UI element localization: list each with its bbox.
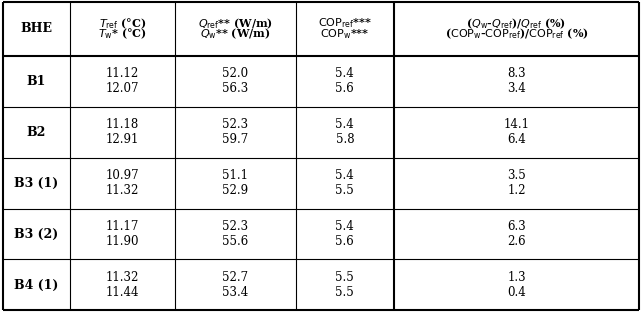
Text: 0.4: 0.4 [507, 286, 526, 299]
Text: 52.7: 52.7 [222, 271, 248, 284]
Text: $\rm COP_{\rm ref}$***: $\rm COP_{\rm ref}$*** [318, 17, 372, 30]
Text: 55.6: 55.6 [222, 235, 248, 248]
Text: 5.5: 5.5 [336, 286, 354, 299]
Text: 5.5: 5.5 [336, 271, 354, 284]
Text: 5.4: 5.4 [336, 169, 354, 182]
Text: 11.17: 11.17 [106, 220, 139, 233]
Text: $\mathit{Q}_{\rm w}$** (W/m): $\mathit{Q}_{\rm w}$** (W/m) [200, 27, 270, 41]
Text: 11.44: 11.44 [106, 286, 139, 299]
Text: 52.9: 52.9 [222, 184, 248, 197]
Text: 12.07: 12.07 [106, 82, 139, 95]
Text: 10.97: 10.97 [105, 169, 139, 182]
Text: 5.4: 5.4 [336, 118, 354, 131]
Text: $\rm COP_{\rm w}$***: $\rm COP_{\rm w}$*** [320, 27, 369, 41]
Text: 2.6: 2.6 [507, 235, 526, 248]
Text: 5.4: 5.4 [336, 67, 354, 80]
Text: 52.0: 52.0 [222, 67, 248, 80]
Text: 11.32: 11.32 [106, 184, 139, 197]
Text: 8.3: 8.3 [507, 67, 526, 80]
Text: ($\rm COP_{\rm w}$-$\rm COP_{\rm ref}$)/$\rm COP_{\rm ref}$ (%): ($\rm COP_{\rm w}$-$\rm COP_{\rm ref}$)/… [444, 27, 588, 41]
Text: 53.4: 53.4 [222, 286, 248, 299]
Text: 52.3: 52.3 [222, 220, 248, 233]
Text: B1: B1 [27, 75, 46, 88]
Text: 6.3: 6.3 [507, 220, 526, 233]
Text: 11.32: 11.32 [106, 271, 139, 284]
Text: 51.1: 51.1 [222, 169, 248, 182]
Text: B3 (1): B3 (1) [15, 177, 58, 189]
Text: 59.7: 59.7 [222, 133, 248, 146]
Text: ($\mathit{Q}_{\rm w}$-$\mathit{Q}_{\rm ref}$)/$\mathit{Q}_{\rm ref}$ (%): ($\mathit{Q}_{\rm w}$-$\mathit{Q}_{\rm r… [467, 16, 566, 31]
Text: 1.2: 1.2 [507, 184, 526, 197]
Text: 5.6: 5.6 [336, 82, 354, 95]
Text: 6.4: 6.4 [507, 133, 526, 146]
Text: $\mathit{T}_{\rm ref}$ (°C): $\mathit{T}_{\rm ref}$ (°C) [99, 16, 146, 31]
Text: BHE: BHE [21, 22, 53, 35]
Text: $\mathit{Q}_{\rm ref}$** (W/m): $\mathit{Q}_{\rm ref}$** (W/m) [198, 16, 273, 31]
Text: 11.18: 11.18 [106, 118, 139, 131]
Text: 5.6: 5.6 [336, 235, 354, 248]
Text: $\mathit{T}_{\rm w}$* (°C): $\mathit{T}_{\rm w}$* (°C) [98, 27, 147, 41]
Text: 3.4: 3.4 [507, 82, 526, 95]
Text: 5.5: 5.5 [336, 184, 354, 197]
Text: 56.3: 56.3 [222, 82, 248, 95]
Text: 3.5: 3.5 [507, 169, 526, 182]
Text: 14.1: 14.1 [503, 118, 530, 131]
Text: B2: B2 [27, 125, 46, 139]
Text: B4 (1): B4 (1) [14, 278, 59, 291]
Text: 12.91: 12.91 [106, 133, 139, 146]
Text: 1.3: 1.3 [507, 271, 526, 284]
Text: 5.8: 5.8 [336, 133, 354, 146]
Text: 5.4: 5.4 [336, 220, 354, 233]
Text: B3 (2): B3 (2) [15, 227, 58, 241]
Text: 52.3: 52.3 [222, 118, 248, 131]
Text: 11.90: 11.90 [106, 235, 139, 248]
Text: 11.12: 11.12 [106, 67, 139, 80]
